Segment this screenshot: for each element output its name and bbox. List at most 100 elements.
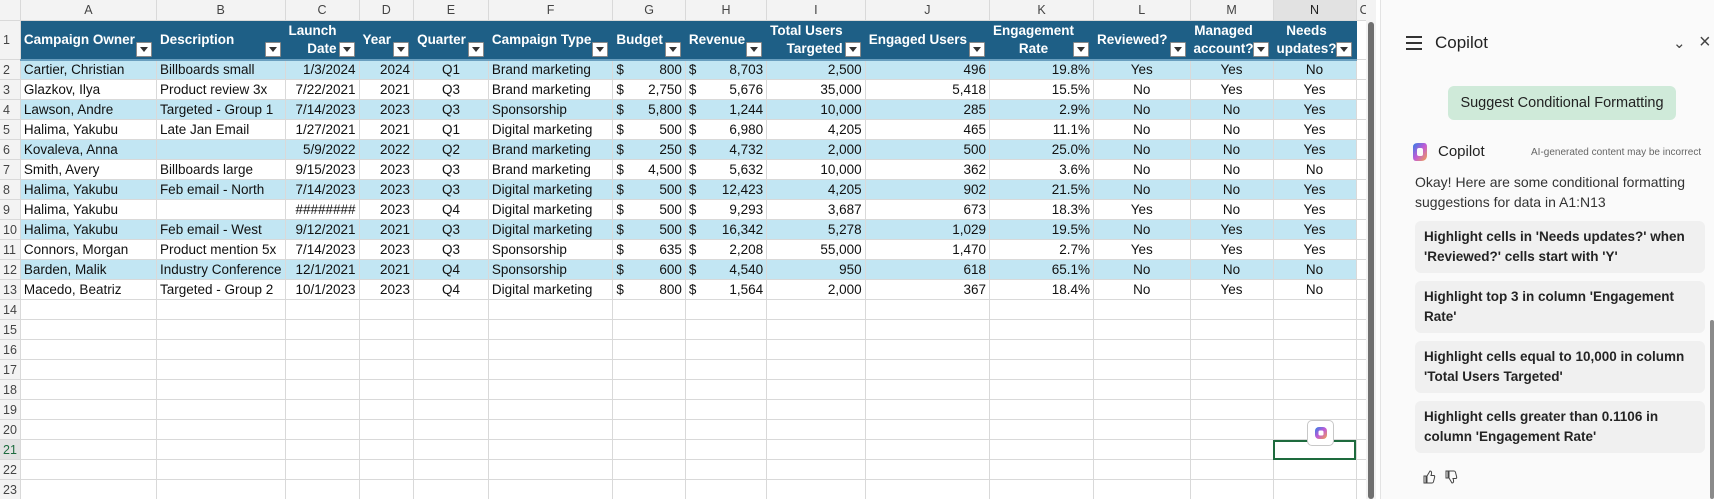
empty-cell[interactable] xyxy=(20,479,157,499)
cell-quarter[interactable]: Q3 xyxy=(413,159,489,180)
row-header-20[interactable]: 20 xyxy=(0,419,21,440)
filter-dropdown-icon[interactable] xyxy=(467,41,484,57)
header-needs-updates[interactable]: Needs updates? xyxy=(1273,20,1357,61)
empty-cell[interactable] xyxy=(766,359,866,380)
column-header-l[interactable]: L xyxy=(1093,0,1191,21)
cell-date[interactable]: 5/9/2022 xyxy=(285,139,360,160)
suggestion-card-1[interactable]: Highlight cells in 'Needs updates?' when… xyxy=(1415,221,1705,273)
empty-cell[interactable] xyxy=(413,399,489,420)
cell-needs[interactable]: Yes xyxy=(1273,239,1357,260)
cell-type[interactable]: Brand marketing xyxy=(488,139,614,160)
cell-type[interactable]: Sponsorship xyxy=(488,239,614,260)
hamburger-menu-icon[interactable] xyxy=(1406,36,1422,50)
cell-budget[interactable]: $800 xyxy=(612,279,686,300)
cell-type[interactable]: Digital marketing xyxy=(488,119,614,140)
row-header-21[interactable]: 21 xyxy=(0,439,21,460)
cell-budget[interactable]: $600 xyxy=(612,259,686,280)
empty-cell[interactable] xyxy=(685,479,768,499)
row-header-13[interactable]: 13 xyxy=(0,279,21,300)
empty-cell[interactable] xyxy=(612,319,686,340)
empty-cell[interactable] xyxy=(612,299,686,320)
row-header-1[interactable]: 1 xyxy=(0,20,21,60)
cell-date[interactable]: 10/1/2023 xyxy=(285,279,360,300)
row-header-23[interactable]: 23 xyxy=(0,479,21,499)
empty-cell[interactable] xyxy=(413,459,489,480)
empty-cell[interactable] xyxy=(1273,399,1357,420)
cell-owner[interactable]: Smith, Avery xyxy=(20,159,157,180)
cell-managed[interactable]: Yes xyxy=(1190,279,1274,300)
cell-type[interactable]: Digital marketing xyxy=(488,199,614,220)
empty-cell[interactable] xyxy=(1273,299,1357,320)
cell-needs[interactable]: Yes xyxy=(1273,119,1357,140)
cell-owner[interactable]: Glazkov, Ilya xyxy=(20,79,157,100)
row-header-15[interactable]: 15 xyxy=(0,319,21,340)
row-header-18[interactable]: 18 xyxy=(0,379,21,400)
empty-cell[interactable] xyxy=(20,439,157,460)
empty-cell[interactable] xyxy=(989,419,1095,440)
cell-reviewed[interactable]: Yes xyxy=(1093,59,1191,80)
empty-cell[interactable] xyxy=(359,479,415,499)
empty-cell[interactable] xyxy=(766,319,866,340)
empty-cell[interactable] xyxy=(285,399,360,420)
cell-engaged[interactable]: 618 xyxy=(865,259,990,280)
cell-year[interactable]: 2024 xyxy=(359,59,415,80)
cell-users[interactable]: 10,000 xyxy=(766,159,866,180)
cell-desc[interactable]: Product mention 5x xyxy=(156,239,286,260)
empty-cell[interactable] xyxy=(1190,419,1274,440)
empty-cell[interactable] xyxy=(1273,379,1357,400)
cell-engaged[interactable]: 5,418 xyxy=(865,79,990,100)
row-header-10[interactable]: 10 xyxy=(0,219,21,240)
empty-cell[interactable] xyxy=(989,379,1095,400)
cell-year[interactable]: 2021 xyxy=(359,119,415,140)
empty-cell[interactable] xyxy=(285,339,360,360)
cell-managed[interactable]: Yes xyxy=(1190,239,1274,260)
empty-cell[interactable] xyxy=(359,419,415,440)
empty-cell[interactable] xyxy=(989,339,1095,360)
cell-owner[interactable]: Lawson, Andre xyxy=(20,99,157,120)
header-reviewed[interactable]: Reviewed? xyxy=(1093,20,1191,61)
cell-revenue[interactable]: $4,732 xyxy=(685,139,768,160)
row-header-19[interactable]: 19 xyxy=(0,399,21,420)
cell-date[interactable]: 12/1/2021 xyxy=(285,259,360,280)
empty-cell[interactable] xyxy=(413,339,489,360)
cell-rate[interactable]: 65.1% xyxy=(989,259,1095,280)
empty-cell[interactable] xyxy=(865,459,990,480)
empty-cell[interactable] xyxy=(685,299,768,320)
cell-owner[interactable]: Connors, Morgan xyxy=(20,239,157,260)
cell-revenue[interactable]: $16,342 xyxy=(685,219,768,240)
cell-reviewed[interactable]: No xyxy=(1093,279,1191,300)
cell-managed[interactable]: No xyxy=(1190,259,1274,280)
filter-dropdown-icon[interactable] xyxy=(135,41,152,57)
empty-cell[interactable] xyxy=(285,479,360,499)
empty-cell[interactable] xyxy=(285,359,360,380)
cell-quarter[interactable]: Q3 xyxy=(413,99,489,120)
empty-cell[interactable] xyxy=(865,439,990,460)
cell-type[interactable]: Digital marketing xyxy=(488,219,614,240)
cell-owner[interactable]: Halima, Yakubu xyxy=(20,179,157,200)
empty-cell[interactable] xyxy=(1273,319,1357,340)
cell-rate[interactable]: 21.5% xyxy=(989,179,1095,200)
empty-cell[interactable] xyxy=(359,459,415,480)
empty-cell[interactable] xyxy=(488,479,614,499)
empty-cell[interactable] xyxy=(865,419,990,440)
cell-budget[interactable]: $635 xyxy=(612,239,686,260)
cell-managed[interactable]: Yes xyxy=(1190,79,1274,100)
empty-cell[interactable] xyxy=(685,339,768,360)
empty-cell[interactable] xyxy=(20,459,157,480)
empty-cell[interactable] xyxy=(359,439,415,460)
empty-cell[interactable] xyxy=(413,359,489,380)
cell-owner[interactable]: Macedo, Beatriz xyxy=(20,279,157,300)
column-header-n[interactable]: N xyxy=(1273,0,1357,21)
empty-cell[interactable] xyxy=(156,299,286,320)
empty-cell[interactable] xyxy=(685,399,768,420)
empty-cell[interactable] xyxy=(1190,479,1274,499)
empty-cell[interactable] xyxy=(1093,459,1191,480)
empty-cell[interactable] xyxy=(989,359,1095,380)
cell-budget[interactable]: $800 xyxy=(612,59,686,80)
cell-desc[interactable] xyxy=(156,199,286,220)
cell-quarter[interactable]: Q1 xyxy=(413,59,489,80)
cell-needs[interactable]: Yes xyxy=(1273,79,1357,100)
cell-users[interactable]: 10,000 xyxy=(766,99,866,120)
empty-cell[interactable] xyxy=(20,399,157,420)
cell-date[interactable]: 7/14/2023 xyxy=(285,179,360,200)
